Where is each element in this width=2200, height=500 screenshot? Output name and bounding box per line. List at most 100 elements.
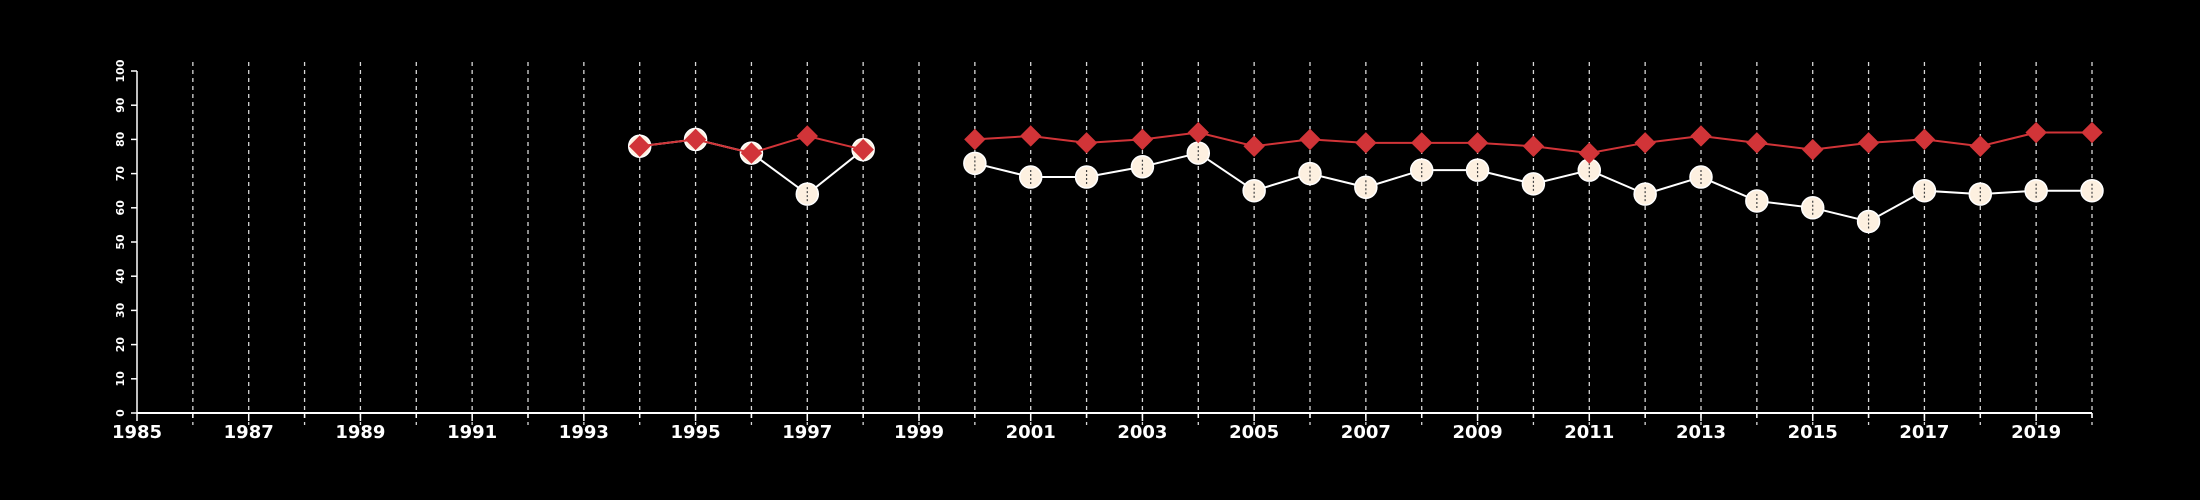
point-diamond: [740, 142, 763, 164]
point-diamond: [1243, 135, 1265, 157]
point-diamond: [1075, 132, 1098, 154]
point-diamond: [1187, 121, 1209, 144]
point-circle: [1912, 178, 1937, 203]
x-tick-label: 2017: [1899, 422, 1949, 443]
point-circle-shape: [1856, 209, 1881, 234]
x-tick-label: 1991: [447, 422, 497, 443]
point-circle: [963, 151, 987, 176]
point-circle: [1745, 189, 1769, 213]
point-diamond: [1802, 138, 1824, 161]
point-circle: [1689, 165, 1713, 189]
x-tick-label: 2005: [1229, 422, 1279, 443]
series-diamond: [629, 121, 2103, 164]
point-diamond: [1578, 142, 1600, 164]
x-tick-label: 2011: [1564, 422, 1614, 443]
x-tick-label: 1985: [112, 422, 162, 443]
series: [627, 121, 2104, 234]
axes: 0 10 20 30 40 50 60 70 80 90 100 1985 1987 1989 1991 19…: [112, 59, 2093, 443]
y-tick-label: 60: [114, 200, 127, 216]
point-diamond: [629, 135, 651, 157]
point-diamond: [2025, 121, 2047, 144]
point-circle-shape: [2024, 178, 2048, 203]
point-circle-shape: [1689, 165, 1713, 189]
x-tick-label: 2001: [1006, 422, 1056, 443]
y-tick-label: 0: [114, 409, 127, 417]
point-diamond: [964, 128, 986, 151]
x-tick-label: 1989: [335, 422, 385, 443]
y-tick-label: 10: [114, 371, 127, 387]
point-circle-shape: [1409, 158, 1434, 182]
point-circle-shape: [1800, 196, 1825, 220]
point-circle: [1968, 182, 1993, 206]
point-circle-shape: [1298, 161, 1322, 186]
x-tick-label: 1987: [224, 422, 274, 443]
point-diamond: [1634, 132, 1656, 154]
point-circle: [1633, 182, 1657, 206]
point-circle-shape: [1465, 158, 1490, 182]
x-tick-label: 1993: [559, 422, 609, 443]
point-diamond: [1857, 132, 1880, 154]
point-circle-shape: [795, 182, 820, 206]
y-tick-label: 40: [114, 268, 127, 284]
point-diamond: [1746, 132, 1768, 154]
point-circle-shape: [1521, 172, 1546, 196]
x-tick-label: 2013: [1676, 422, 1726, 443]
point-circle: [795, 182, 820, 206]
point-circle: [1018, 165, 1043, 189]
point-circle: [1409, 158, 1434, 182]
x-tick-label: 1995: [671, 422, 721, 443]
point-diamond: [1299, 128, 1321, 151]
point-circle: [1074, 165, 1099, 189]
point-diamond: [1355, 132, 1377, 154]
point-diamond: [1690, 125, 1712, 147]
y-tick-label: 50: [114, 234, 127, 250]
point-circle-shape: [1354, 175, 1378, 200]
point-circle: [1242, 178, 1266, 203]
x-tick-label: 2009: [1453, 422, 1503, 443]
point-circle-shape: [1018, 165, 1043, 189]
x-tick-label: 2007: [1341, 422, 1391, 443]
grid: [192, 62, 2093, 425]
point-circle: [1800, 196, 1825, 220]
point-circle-shape: [1074, 165, 1099, 189]
x-tick-label: 1999: [894, 422, 944, 443]
point-diamond: [1522, 135, 1545, 157]
point-circle-shape: [1912, 178, 1937, 203]
point-circle-shape: [1130, 155, 1155, 179]
point-diamond: [1131, 128, 1154, 151]
point-circle: [1130, 155, 1155, 179]
point-circle: [2080, 178, 2104, 203]
point-circle-shape: [1745, 189, 1769, 213]
y-tick-label: 70: [114, 166, 127, 182]
y-tick-label: 100: [114, 59, 127, 82]
point-diamond: [1411, 132, 1433, 154]
point-circle-shape: [963, 151, 987, 176]
point-diamond: [684, 128, 707, 151]
x-tick-label: 1997: [782, 422, 832, 443]
point-diamond: [852, 138, 874, 161]
x-tick-label: 2003: [1117, 422, 1167, 443]
point-circle: [1521, 172, 1546, 196]
point-circle: [1465, 158, 1490, 182]
y-tick-label: 30: [114, 302, 127, 318]
point-diamond: [1969, 135, 1991, 157]
point-diamond: [1466, 132, 1489, 154]
x-tick-label: 2019: [2011, 422, 2061, 443]
point-diamond: [1020, 125, 1042, 147]
series-circle: [627, 127, 2104, 234]
point-circle-shape: [2080, 178, 2104, 203]
y-tick-label: 20: [114, 337, 127, 353]
point-diamond: [1913, 128, 1936, 151]
point-circle-shape: [1242, 178, 1266, 203]
point-circle: [1856, 209, 1881, 234]
point-diamond: [796, 125, 818, 147]
point-circle: [1298, 161, 1322, 186]
y-tick-label: 90: [114, 97, 127, 113]
point-circle-shape: [1968, 182, 1993, 206]
y-tick-label: 80: [114, 131, 127, 147]
x-tick-label: 2015: [1788, 422, 1838, 443]
point-circle: [1354, 175, 1378, 200]
point-circle-shape: [1633, 182, 1657, 206]
point-diamond: [2081, 121, 2103, 144]
